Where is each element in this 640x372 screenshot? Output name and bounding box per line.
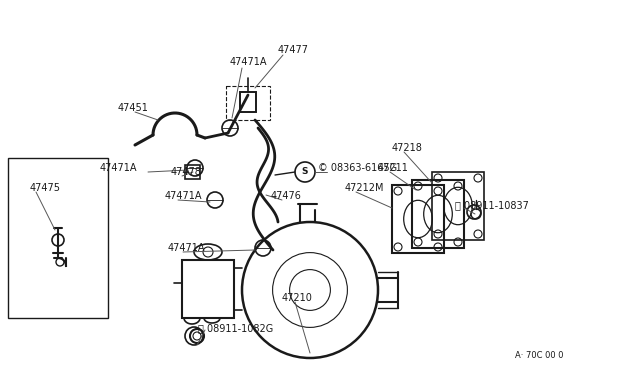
Text: 47451: 47451 [118, 103, 149, 113]
Text: ⓝ 08911-1082G: ⓝ 08911-1082G [198, 323, 273, 333]
Text: 47211: 47211 [378, 163, 409, 173]
Text: 47476: 47476 [271, 191, 302, 201]
Text: 47471A: 47471A [165, 191, 202, 201]
Bar [182, 260, 234, 318]
Text: 47478: 47478 [171, 167, 202, 177]
Text: 47471A: 47471A [100, 163, 138, 173]
Text: 47210: 47210 [282, 293, 313, 303]
Bar [392, 185, 444, 253]
Text: 47475: 47475 [30, 183, 61, 193]
Text: A· 70C 00 0: A· 70C 00 0 [515, 350, 563, 359]
Bar [432, 172, 484, 240]
Text: 47218: 47218 [392, 143, 423, 153]
Text: © 08363-6165G: © 08363-6165G [318, 163, 397, 173]
Text: 47471A: 47471A [230, 57, 268, 67]
Bar [185, 165, 200, 179]
Text: S: S [301, 167, 308, 176]
Bar [240, 92, 256, 112]
Text: 47212M: 47212M [345, 183, 385, 193]
Bar [8, 158, 108, 318]
Text: 47471A: 47471A [168, 243, 205, 253]
Bar [226, 86, 270, 120]
Text: ⓝ 08911-10837: ⓝ 08911-10837 [455, 200, 529, 210]
Bar [412, 180, 464, 248]
Text: 47477: 47477 [278, 45, 309, 55]
